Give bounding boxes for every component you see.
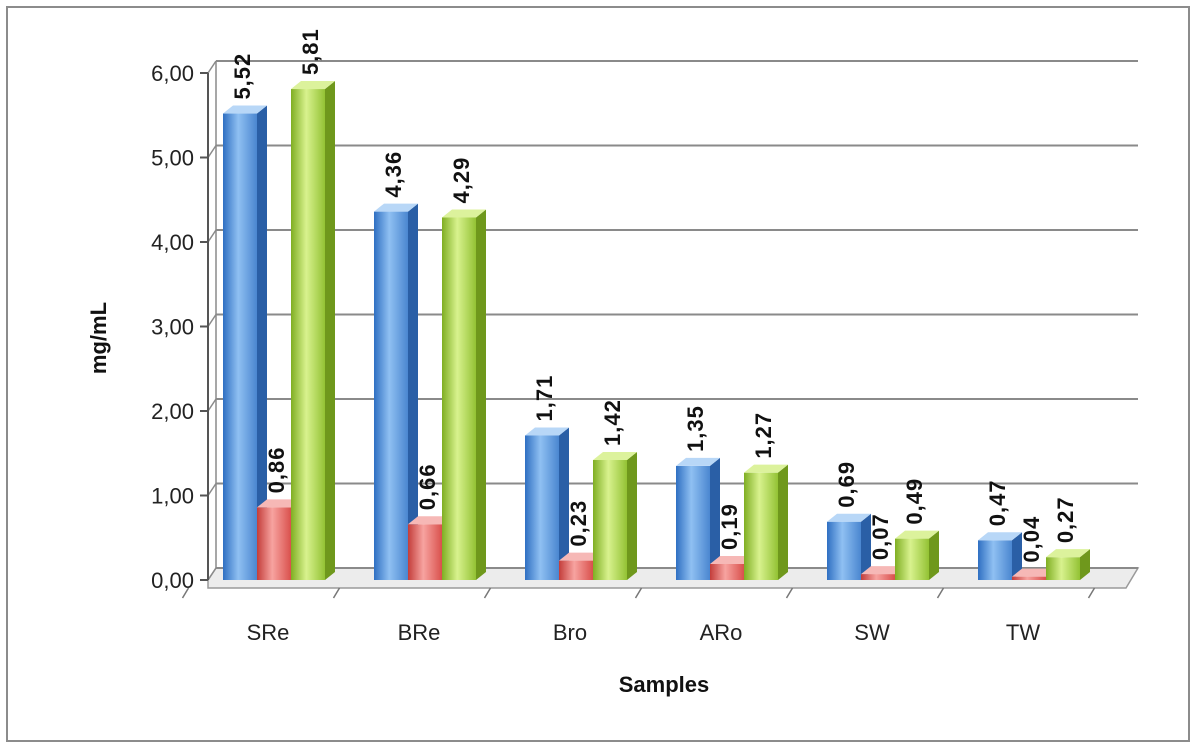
x-tick-label-SRe: SRe — [247, 620, 290, 645]
data-label: 4,29 — [449, 157, 474, 204]
bar-TW-series-1 — [978, 532, 1022, 580]
y-tick-label: 3,00 — [151, 315, 194, 340]
data-label: 0,04 — [1019, 516, 1044, 563]
bar-SRe-series-1 — [223, 105, 267, 580]
x-tick-mark — [1087, 587, 1096, 599]
y-tick-label: 0,00 — [151, 568, 194, 593]
bar-Bro-series-3 — [593, 452, 637, 580]
x-tick-label-SW: SW — [854, 620, 890, 645]
data-label: 0,86 — [264, 447, 289, 494]
bar-BRe-series-1 — [374, 203, 418, 580]
x-axis-title: Samples — [619, 672, 710, 697]
y-tick-label: 6,00 — [151, 61, 194, 86]
gridline-depth — [207, 567, 217, 581]
data-labels: 5,52 0,86 5,81 4,36 0,66 4,29 1,71 0,23 1,42 1,35… — [230, 28, 1078, 562]
bar-Bro-series-1 — [525, 427, 569, 580]
gridline-depth — [207, 314, 217, 327]
data-label: 0,69 — [834, 461, 859, 508]
data-label: 1,35 — [683, 405, 708, 452]
data-label: 0,66 — [415, 463, 440, 510]
y-tick-label: 4,00 — [151, 230, 194, 255]
gridline-depth — [207, 398, 217, 412]
x-tick-mark — [634, 587, 643, 599]
data-label: 0,49 — [902, 478, 927, 525]
data-label: 0,19 — [717, 503, 742, 550]
gridline-depth — [207, 229, 217, 243]
x-tick-mark — [181, 587, 190, 599]
y-tick-label: 5,00 — [151, 146, 194, 171]
x-tick-mark — [483, 587, 492, 599]
data-label: 0,07 — [868, 513, 893, 560]
bar-SW-series-3 — [895, 530, 939, 580]
y-axis-title: mg/mL — [86, 302, 111, 374]
gridline-depth — [207, 60, 217, 74]
y-tick-label: 2,00 — [151, 399, 194, 424]
bars — [223, 81, 1090, 581]
data-label: 0,47 — [985, 479, 1010, 526]
data-label: 4,36 — [381, 151, 406, 198]
y-tick-label: 1,00 — [151, 484, 194, 509]
x-tick-label-TW: TW — [1006, 620, 1040, 645]
bar-TW-series-3 — [1046, 549, 1090, 580]
bar-BRe-series-3 — [442, 209, 486, 580]
x-tick-mark — [332, 587, 341, 599]
x-tick-label-Bro: Bro — [553, 620, 587, 645]
bar-ARo-series-3 — [744, 464, 788, 580]
bar-ARo-series-1 — [676, 457, 720, 580]
x-tick-label-BRe: BRe — [398, 620, 441, 645]
x-tick-mark — [785, 587, 794, 599]
x-axis: SRe BRe Bro ARo SW TW — [181, 587, 1096, 645]
x-tick-mark — [936, 587, 945, 599]
bar-chart: 0,00 1,00 2,00 3,00 4,00 5,00 6,00 5,52 0,86 5,8… — [86, 28, 1140, 697]
y-axis: 0,00 1,00 2,00 3,00 4,00 5,00 6,00 — [151, 61, 217, 593]
data-label: 1,27 — [751, 412, 776, 459]
data-label: 0,27 — [1053, 496, 1078, 543]
bar-SW-series-1 — [827, 513, 871, 580]
gridline-depth — [207, 483, 217, 496]
data-label: 5,81 — [298, 28, 323, 75]
gridline-depth — [207, 145, 217, 158]
x-tick-label-ARo: ARo — [700, 620, 743, 645]
chart-frame: 0,00 1,00 2,00 3,00 4,00 5,00 6,00 5,52 0,86 5,8… — [6, 6, 1190, 742]
data-label: 1,71 — [532, 375, 557, 422]
data-label: 5,52 — [230, 53, 255, 100]
bar-SRe-series-3 — [291, 81, 335, 581]
data-label: 1,42 — [600, 399, 625, 446]
data-label: 0,23 — [566, 500, 591, 547]
